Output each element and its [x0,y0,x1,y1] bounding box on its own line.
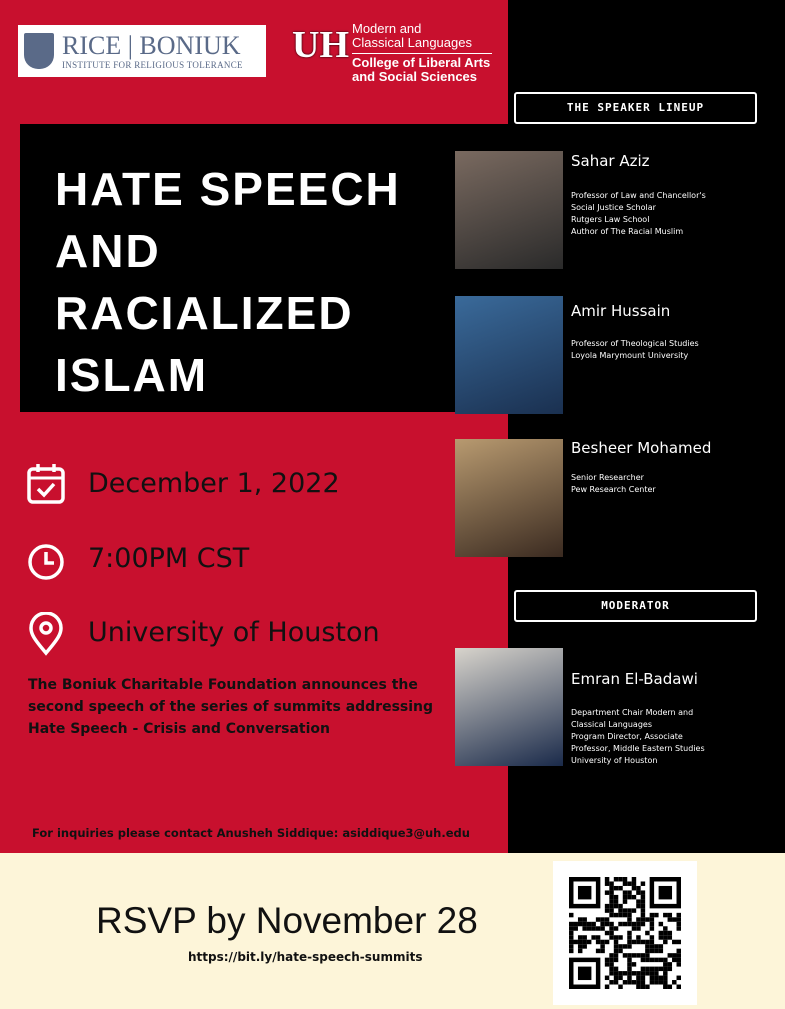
desc-line: Professor of Theological Studies [571,339,699,348]
location-pin-icon [29,612,63,656]
desc-line: Rutgers Law School [571,215,650,224]
rice-logo-main: RICE | BONIUK [62,31,241,60]
desc-line: University of Houston [571,756,658,765]
speaker-photo-amir-hussain [455,296,563,414]
uh-logo: UH [292,24,349,66]
uh-college-line1: College of Liberal Arts [352,55,491,70]
desc-line: Professor of Law and Chancellor's [571,191,706,200]
clock-icon [28,544,64,580]
calendar-icon [27,464,65,504]
desc-line: Department Chair Modern and [571,708,694,717]
speaker-desc: Professor of Law and Chancellor's Social… [571,190,781,238]
title-line: ISLAM [55,349,209,401]
desc-line: Classical Languages [571,720,652,729]
uh-dept-line1: Modern and [352,21,422,36]
event-description: The Boniuk Charitable Foundation announc… [28,677,434,737]
event-time: 7:00PM CST [88,543,250,574]
moderator-desc: Department Chair Modern and Classical La… [571,707,781,767]
uh-college-line2: and Social Sciences [352,69,478,84]
moderator-header: MODERATOR [514,590,757,622]
event-date: December 1, 2022 [88,468,340,499]
title-line: RACIALIZED [55,287,354,339]
rice-shield-icon [24,33,54,69]
desc-line: Social Justice Scholar [571,203,656,212]
speaker-desc: Senior Researcher Pew Research Center [571,472,781,496]
desc-line: Senior Researcher [571,473,644,482]
speaker-photo-sahar-aziz [455,151,563,269]
rice-boniuk-logo: RICE | BONIUK INSTITUTE FOR RELIGIOUS TO… [18,25,266,77]
desc-line: Program Director, Associate [571,732,683,741]
desc-line: Loyola Marymount University [571,351,689,360]
moderator-name: Emran El-Badawi [571,670,698,688]
uh-department-text: Modern and Classical Languages College o… [352,22,492,84]
qr-code-image [569,877,681,989]
rice-logo-sub: INSTITUTE FOR RELIGIOUS TOLERANCE [62,60,243,70]
event-location: University of Houston [88,617,380,648]
speaker-lineup-header: THE SPEAKER LINEUP [514,92,757,124]
title-box [20,124,510,412]
speaker-name: Besheer Mohamed [571,439,712,457]
speaker-photo-besheer-mohamed [455,439,563,557]
speaker-desc: Professor of Theological Studies Loyola … [571,338,781,362]
desc-line: Pew Research Center [571,485,656,494]
qr-code [553,861,697,1005]
inquiries-contact: For inquiries please contact Anusheh Sid… [32,826,470,840]
speaker-name: Sahar Aziz [571,152,650,170]
title-line: AND [55,225,161,277]
divider [352,53,492,54]
desc-line: Author of The Racial Muslim [571,227,684,236]
title-line: HATE SPEECH [55,163,401,215]
desc-line: Professor, Middle Eastern Studies [571,744,705,753]
rsvp-link[interactable]: https://bit.ly/hate-speech-summits [188,950,423,964]
rsvp-heading: RSVP by November 28 [96,900,478,941]
page-title: HATE SPEECH AND RACIALIZED ISLAM [55,158,455,406]
moderator-photo [455,648,563,766]
uh-dept-line2: Classical Languages [352,35,472,50]
speaker-name: Amir Hussain [571,302,671,320]
